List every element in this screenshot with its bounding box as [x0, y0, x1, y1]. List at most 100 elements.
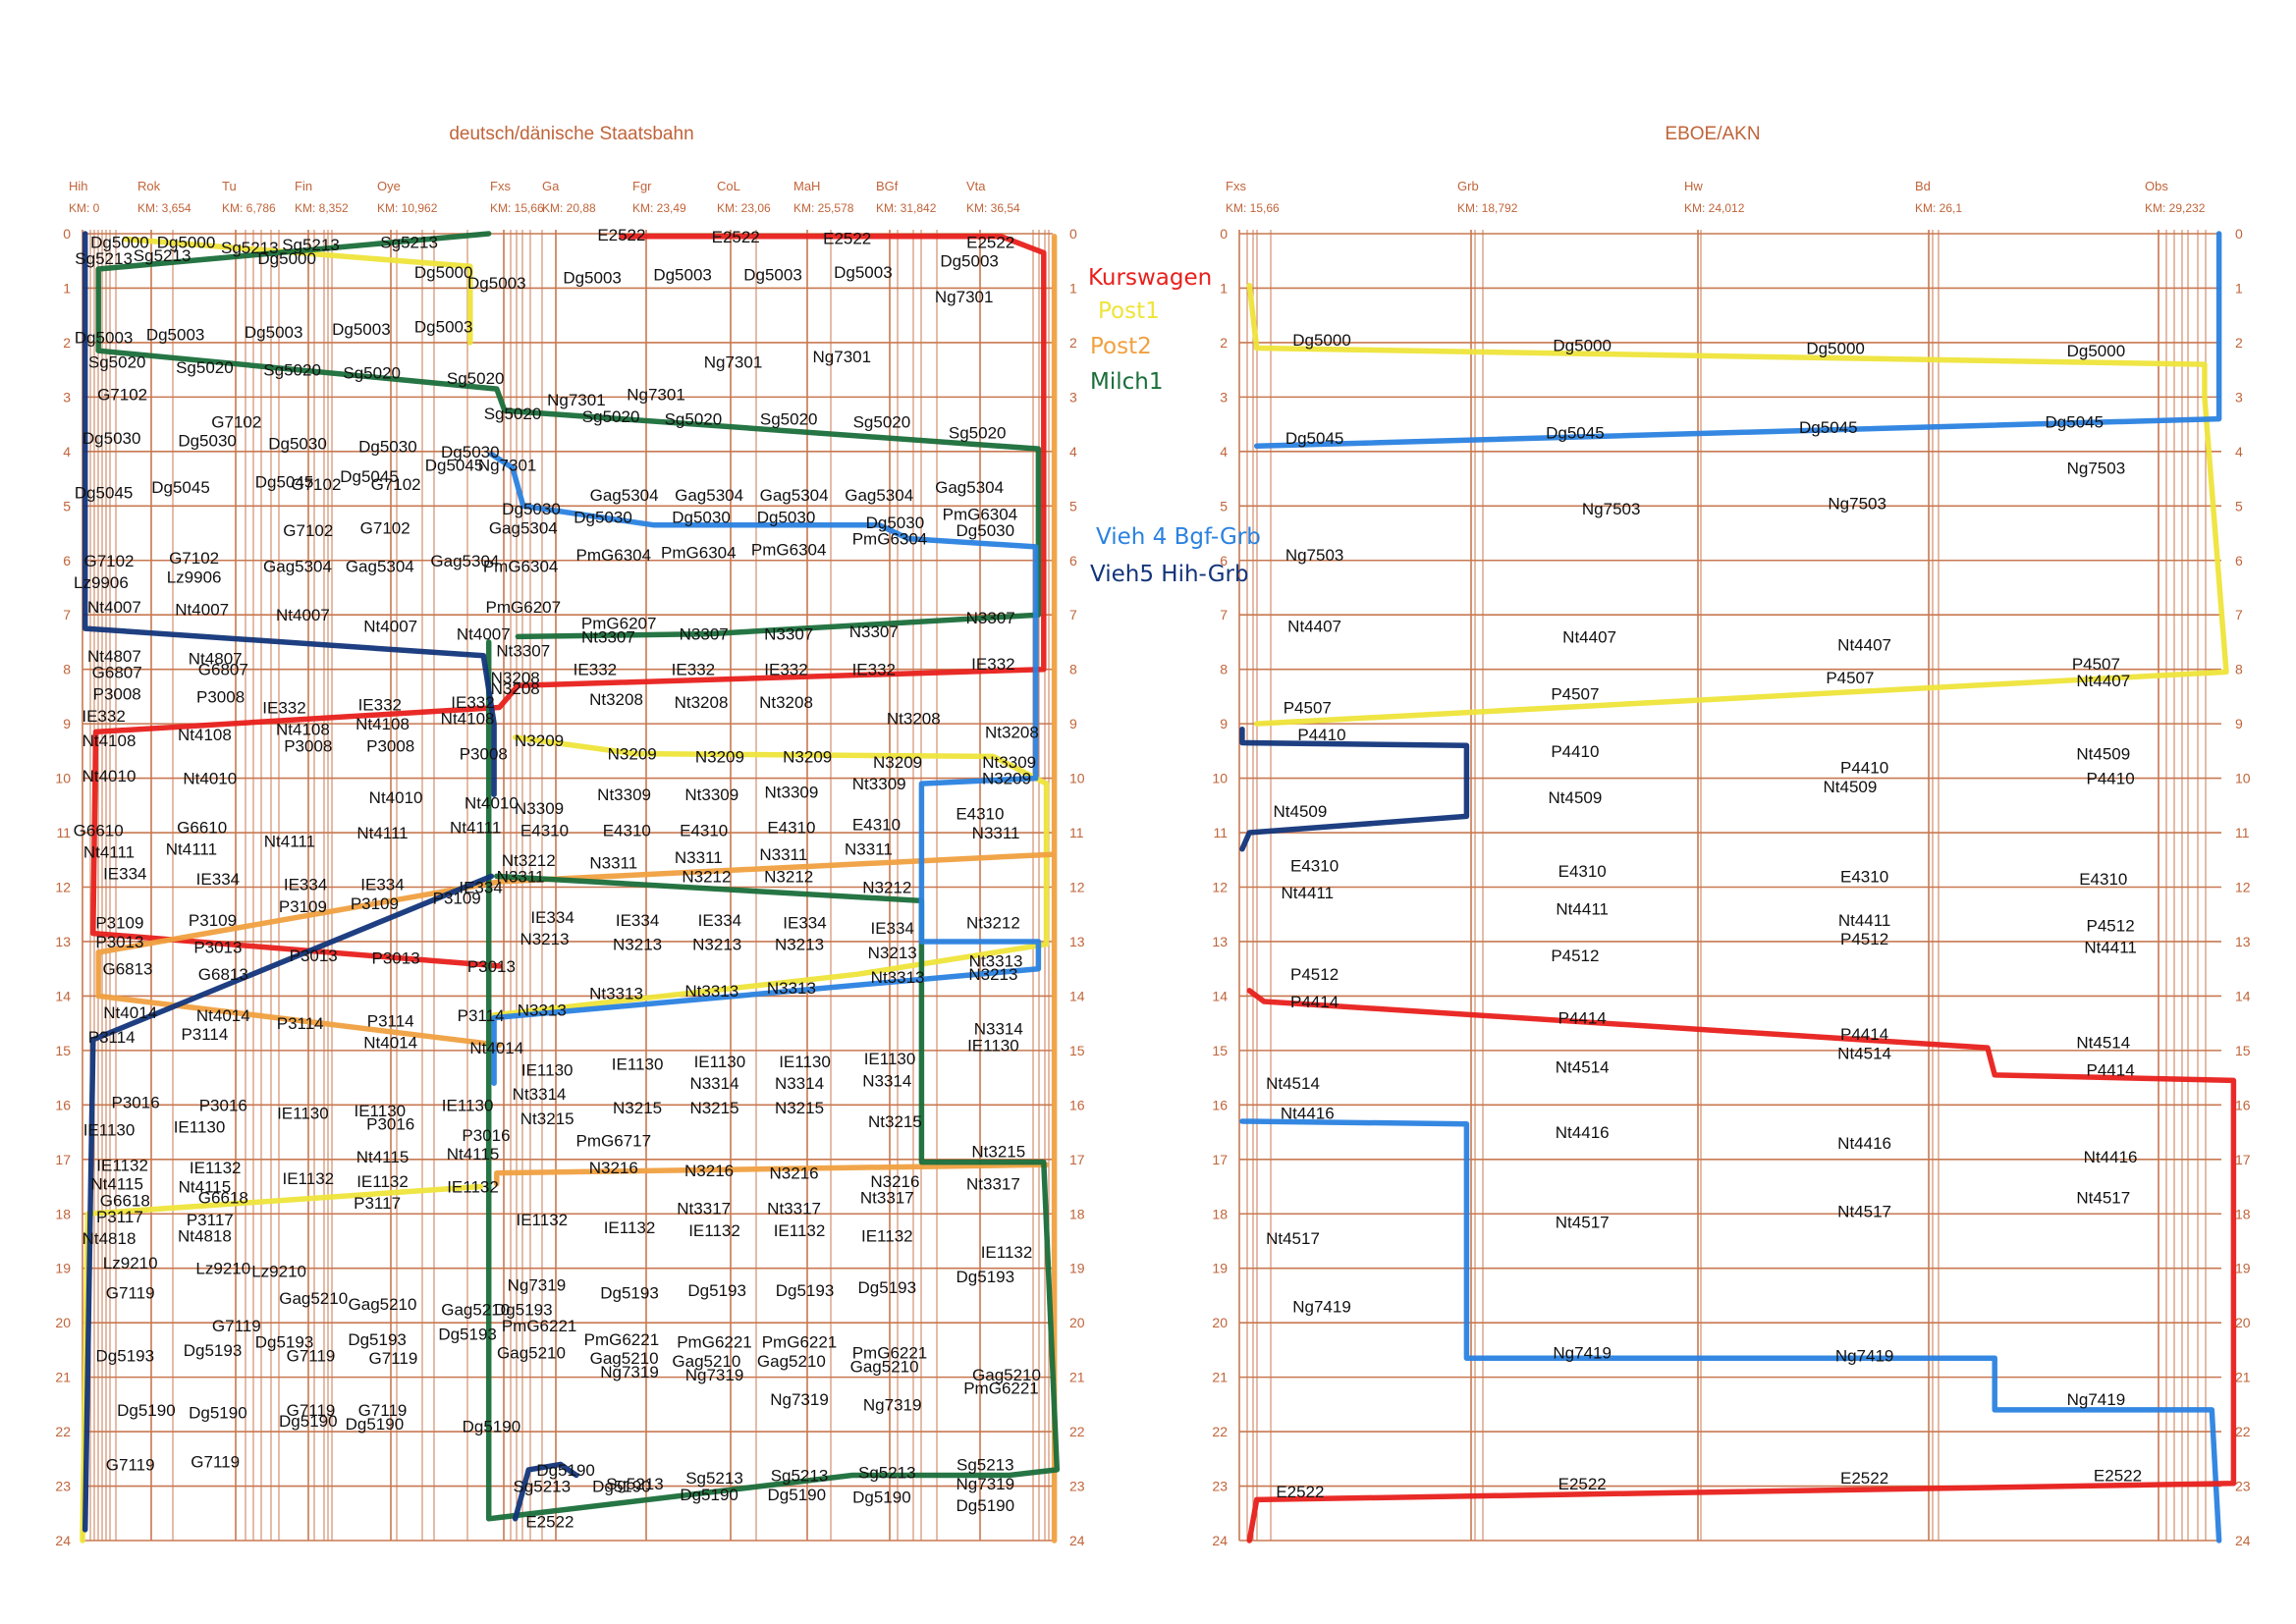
train-label: Dg5003	[75, 328, 134, 347]
train-label: G7119	[106, 1284, 155, 1303]
train-label: IE1132	[96, 1156, 148, 1174]
train-label: Dg5030	[82, 429, 141, 448]
train-label: N3215	[775, 1099, 824, 1117]
train-label: P3114	[277, 1014, 324, 1033]
train-label: Dg5193	[858, 1278, 917, 1297]
station-km: KM: 26,1	[1915, 201, 1962, 215]
train-label: Nt4514	[1837, 1045, 1891, 1063]
train-label: Nt4111	[450, 819, 501, 838]
train-label: E4310	[852, 816, 901, 835]
train-label: Nt4007	[363, 617, 417, 635]
hour-label-left: 4	[63, 444, 71, 460]
train-label: P3117	[96, 1208, 143, 1226]
hour-label-left: 20	[55, 1315, 71, 1330]
train-label: Ng7301	[547, 391, 606, 409]
hour-label-right: 22	[2235, 1424, 2251, 1439]
train-label: E4310	[767, 819, 815, 838]
train-label: P3114	[88, 1028, 136, 1047]
station-km: KM: 15,66	[1226, 201, 1280, 215]
hour-label-left: 12	[55, 880, 71, 895]
train-label: N3209	[982, 770, 1031, 788]
panel-right-title: EBOE/AKN	[1665, 124, 1760, 144]
train-label: G7119	[287, 1346, 336, 1365]
train-label: PmG6304	[943, 506, 1018, 524]
train-label: Nt4108	[178, 726, 232, 744]
train-label: Lz9210	[251, 1263, 306, 1281]
station-name: Ga	[542, 179, 560, 193]
train-label: Dg5190	[279, 1412, 338, 1431]
train-label: N3314	[974, 1020, 1023, 1039]
train-label: Sg5213	[380, 233, 438, 251]
train-label: Nt4115	[447, 1145, 500, 1164]
train-label: P4410	[1297, 726, 1345, 744]
hour-label-left: 10	[55, 771, 71, 786]
train-label: Gag5304	[675, 486, 743, 505]
train-label: G7102	[371, 475, 421, 494]
hour-label-left: 9	[1220, 716, 1228, 731]
train-label: E4310	[2079, 870, 2127, 889]
train-label: Sg5020	[263, 361, 321, 380]
hour-label-left: 15	[1212, 1043, 1228, 1058]
hour-label-left: 17	[55, 1152, 71, 1167]
hour-label-right: 0	[2235, 226, 2243, 242]
legend-item: Vieh5 Hih-Grb	[1090, 562, 1249, 587]
train-label: IE332	[82, 707, 125, 726]
train-label: Nt4108	[276, 721, 330, 739]
train-label: Ng7301	[813, 348, 872, 366]
train-label: Dg5030	[178, 432, 237, 451]
train-label: P4507	[1551, 685, 1599, 704]
train-label: N3216	[684, 1162, 734, 1180]
train-label: IE1130	[694, 1053, 746, 1071]
train-label: Nt3317	[966, 1175, 1020, 1194]
train-label: Gag5304	[489, 519, 558, 538]
station-name: Oye	[377, 179, 401, 193]
hour-label-right: 11	[1069, 825, 1084, 840]
train-label: Nt4115	[90, 1175, 143, 1194]
train-label: Nt3317	[767, 1200, 821, 1218]
legend-item: Vieh 4 Bgf-Grb	[1096, 524, 1261, 550]
train-label: Dg5003	[245, 323, 303, 342]
train-label: Nt4411	[1556, 900, 1609, 919]
train-label: Gag5210	[850, 1358, 919, 1377]
hour-label-left: 11	[1213, 825, 1228, 840]
train-label: G7102	[283, 521, 333, 540]
train-label: Ng7503	[1582, 500, 1641, 518]
train-label: Ng7319	[685, 1366, 744, 1384]
train-label: Gag5210	[279, 1289, 348, 1308]
train-label: Nt4014	[469, 1039, 523, 1057]
train-label: Gag5210	[349, 1295, 417, 1314]
hour-label-left: 6	[63, 553, 71, 568]
train-label: Dg5000	[1292, 331, 1351, 350]
train-label: Sg5213	[282, 236, 340, 254]
train-label: N3309	[515, 799, 564, 818]
train-label: Ng7301	[478, 457, 537, 475]
train-label: N3213	[775, 936, 824, 954]
train-label: IE332	[852, 661, 896, 679]
train-label: Nt4111	[166, 840, 217, 859]
hour-label-left: 12	[1212, 880, 1228, 895]
train-label: PmG6304	[852, 530, 928, 549]
panel-left-title: deutsch/dänische Staatsbahn	[449, 124, 693, 144]
train-label: Sg5213	[75, 249, 133, 268]
train-label: N3314	[689, 1074, 738, 1093]
train-label: N3307	[680, 625, 729, 644]
train-label: Nt4517	[1837, 1203, 1891, 1221]
train-label: Nt4115	[356, 1148, 410, 1166]
train-label: Dg5193	[438, 1325, 497, 1343]
hour-label-left: 14	[55, 988, 71, 1003]
hour-label-left: 3	[63, 389, 71, 405]
train-label: Ng7503	[1828, 495, 1886, 514]
train-label: P3013	[95, 933, 143, 951]
train-label: Nt3314	[513, 1085, 567, 1104]
train-label: P3114	[367, 1011, 414, 1030]
train-label: Sg5020	[484, 405, 542, 423]
hour-label-right: 16	[2235, 1097, 2251, 1112]
train-label: Dg5045	[1799, 418, 1858, 437]
legend-item: Post1	[1098, 298, 1160, 324]
hour-label-left: 0	[1220, 226, 1228, 242]
station-km: KM: 31,842	[876, 201, 937, 215]
hour-label-right: 1	[1069, 280, 1077, 296]
train-label: Dg5000	[257, 249, 316, 268]
train-label: Ng7503	[1285, 546, 1344, 565]
train-label: Nt4416	[1281, 1105, 1335, 1123]
